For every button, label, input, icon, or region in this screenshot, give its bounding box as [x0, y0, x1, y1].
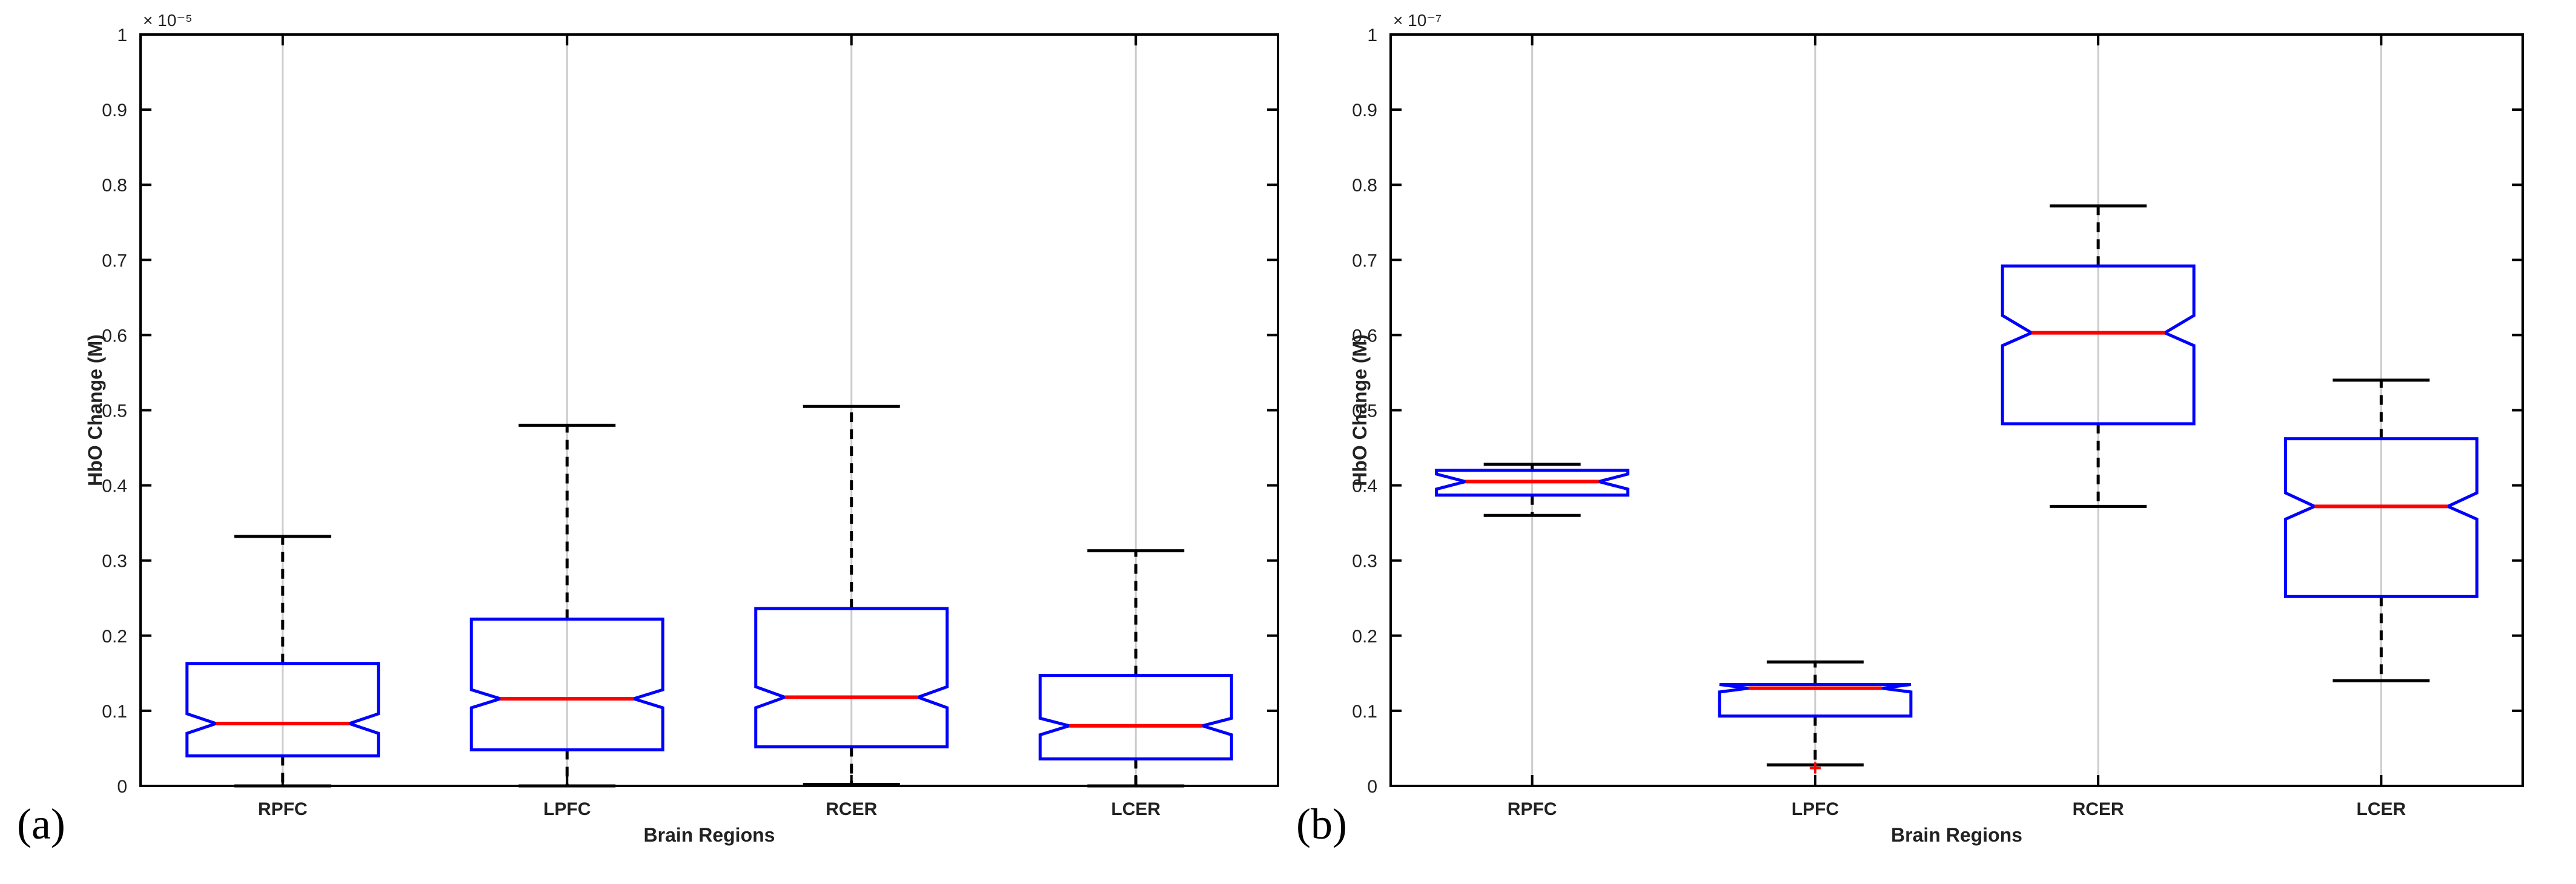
box-lpfc: + [1718, 660, 1913, 780]
notched-box [1435, 469, 1630, 497]
y-tick-label: 0.5 [1352, 401, 1377, 421]
notched-box [2001, 264, 2196, 426]
y-tick-label: 0.7 [102, 251, 127, 271]
x-axis-title: Brain Regions [1891, 824, 2022, 846]
notched-box [1718, 682, 1913, 718]
chart-panel-b: +0 0.1 0.2 0.3 0.4 0.5 0.6 0.7 0.8 0.9 1 RPFC LPFC RC… [1296, 11, 2524, 848]
notched-box [1038, 674, 1233, 760]
y-tick-label: 1 [117, 25, 127, 45]
y-exponent-label: × 10⁻⁵ [143, 11, 193, 30]
y-tick-label: 0.1 [102, 702, 127, 722]
y-tick-label: 0.8 [1352, 176, 1377, 196]
box-lpfc [469, 423, 664, 788]
notched-box [754, 607, 949, 748]
y-axis-title: HbO Change (M) [84, 334, 106, 486]
y-tick-label: 0.1 [1352, 702, 1377, 722]
x-tick-label-rpfc: RPFC [258, 799, 308, 819]
x-axis-title: Brain Regions [644, 824, 775, 846]
y-tick-label: 0.9 [102, 101, 127, 120]
y-tick-label: 0.4 [102, 477, 127, 496]
y-tick-label: 0.7 [1352, 251, 1377, 271]
notched-box [185, 662, 380, 757]
axes-frame [139, 33, 1279, 787]
box-lcer [2283, 378, 2478, 682]
notched-box [2283, 437, 2478, 598]
y-tick-label: 0.6 [1352, 326, 1377, 346]
box-rpfc [1435, 463, 1630, 517]
y-tick-label: 0 [117, 777, 127, 797]
y-tick-label: 0.6 [102, 326, 127, 346]
y-tick-label: 0.4 [1352, 477, 1377, 496]
outlier-marker: + [1809, 756, 1821, 780]
y-exponent-label: × 10⁻⁷ [1393, 11, 1442, 30]
y-tick-label: 0.3 [102, 552, 127, 572]
y-tick-label: 0.3 [1352, 552, 1377, 572]
y-tick-label: 0.2 [1352, 627, 1377, 647]
y-tick-label: 0.8 [102, 176, 127, 196]
x-tick-label-lpfc: LPFC [543, 799, 591, 819]
axes-frame [1389, 33, 2524, 787]
notched-box [469, 617, 664, 751]
x-tick-label-rcer: RCER [826, 799, 877, 819]
chart-panel-a: 0 0.1 0.2 0.3 0.4 0.5 0.6 0.7 0.8 0.9 1 RPFC LPFC RCE… [17, 11, 1279, 848]
y-tick-label: 0.9 [1352, 101, 1377, 120]
y-tick-label: 0 [1367, 777, 1377, 797]
panel-label: (a) [17, 800, 65, 848]
x-tick-label-rpfc: RPFC [1508, 799, 1557, 819]
y-tick-label: 0.5 [102, 401, 127, 421]
panel-label: (b) [1296, 800, 1347, 848]
x-tick-label-lcer: LCER [1111, 799, 1161, 819]
x-tick-label-lcer: LCER [2357, 799, 2406, 819]
y-tick-label: 1 [1367, 25, 1377, 45]
y-tick-label: 0.2 [102, 627, 127, 647]
box-rcer [2001, 204, 2196, 508]
y-axis-title: HbO Change (M) [1349, 334, 1371, 486]
x-tick-label-rcer: RCER [2073, 799, 2124, 819]
x-tick-label-lpfc: LPFC [1792, 799, 1839, 819]
